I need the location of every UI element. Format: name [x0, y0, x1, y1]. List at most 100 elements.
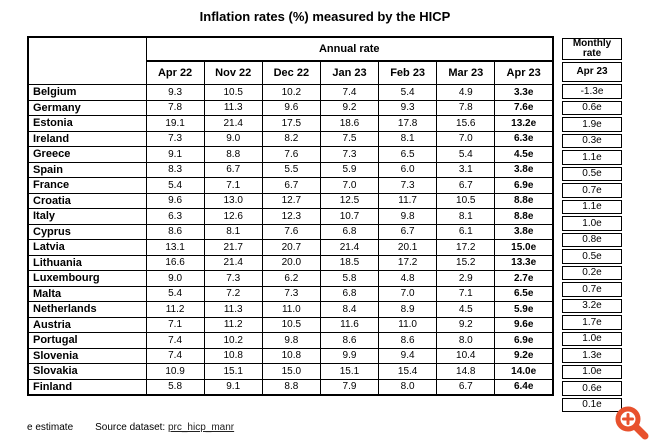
value-cell: 7.1	[203, 177, 263, 194]
country-label: Belgium	[27, 84, 147, 101]
country-label: Portugal	[27, 332, 147, 349]
monthly-table-row: 0.5e	[562, 249, 622, 264]
value-cell: 9.8	[261, 332, 321, 349]
monthly-value-cell: 1.7e	[562, 315, 622, 330]
value-cell: 4.9	[436, 84, 496, 101]
value-cell: 11.2	[203, 316, 263, 333]
value-cell: 8.6	[378, 332, 438, 349]
table-row: Germany 7.8 11.3 9.6 9.2 9.3 7.8 7.6e	[27, 99, 554, 116]
value-cell: 10.9	[145, 363, 205, 380]
value-cell: 13.3e	[494, 254, 554, 271]
value-cell: 11.3	[203, 99, 263, 116]
value-cell: 5.9e	[494, 301, 554, 318]
value-cell: 13.1	[145, 239, 205, 256]
zoom-in-button[interactable]	[614, 405, 649, 440]
value-cell: 7.6	[261, 223, 321, 240]
value-cell: 2.9	[436, 270, 496, 287]
country-label: France	[27, 177, 147, 194]
monthly-value-cell: 3.2e	[562, 298, 622, 313]
value-cell: 11.2	[145, 301, 205, 318]
monthly-value-cell: 1.0e	[562, 216, 622, 231]
table-row: Italy 6.3 12.6 12.3 10.7 9.8 8.1 8.8e	[27, 208, 554, 225]
monthly-value-cell: 1.1e	[562, 199, 622, 214]
value-cell: 11.0	[261, 301, 321, 318]
country-label: Slovenia	[27, 347, 147, 364]
value-cell: 9.8	[378, 208, 438, 225]
value-cell: 17.2	[378, 254, 438, 271]
value-cell: 14.8	[436, 363, 496, 380]
table-row: Malta 5.4 7.2 7.3 6.8 7.0 7.1 6.5e	[27, 285, 554, 302]
monthly-table-row: 1.3e	[562, 348, 622, 363]
value-cell: 7.2	[203, 285, 263, 302]
value-cell: 7.9	[319, 378, 380, 395]
value-cell: 9.2	[436, 316, 496, 333]
monthly-value-cell: 0.1e	[562, 397, 622, 412]
country-label: Austria	[27, 316, 147, 333]
value-cell: 7.0	[436, 130, 496, 147]
country-label: Estonia	[27, 115, 147, 132]
source-label: Source dataset:	[95, 422, 166, 433]
value-cell: 18.6	[319, 115, 380, 132]
table-row: Slovenia 7.4 10.8 10.8 9.9 9.4 10.4 9.2e	[27, 347, 554, 364]
value-cell: 18.5	[319, 254, 380, 271]
value-cell: 6.9e	[494, 332, 554, 349]
country-label: Finland	[27, 378, 147, 395]
corner-cell	[27, 36, 147, 85]
value-cell: 5.9	[319, 161, 380, 178]
value-cell: 7.4	[145, 332, 205, 349]
country-label: Cyprus	[27, 223, 147, 240]
value-cell: 9.6	[261, 99, 321, 116]
source-dataset-link[interactable]: prc_hicp_manr	[167, 422, 235, 433]
value-cell: 5.8	[319, 270, 380, 287]
value-cell: 7.6e	[494, 99, 554, 116]
value-cell: 7.3	[261, 285, 321, 302]
value-cell: 8.1	[203, 223, 263, 240]
value-cell: 6.0	[378, 161, 438, 178]
value-cell: 20.1	[378, 239, 438, 256]
value-cell: 9.0	[203, 130, 263, 147]
value-cell: 10.5	[203, 84, 263, 101]
value-cell: 7.5	[319, 130, 380, 147]
value-cell: 6.7	[436, 177, 496, 194]
country-label: Netherlands	[27, 301, 147, 318]
table-row: Luxembourg 9.0 7.3 6.2 5.8 4.8 2.9 2.7e	[27, 270, 554, 287]
value-cell: 8.3	[145, 161, 205, 178]
value-cell: 6.3e	[494, 130, 554, 147]
value-cell: 13.0	[203, 192, 263, 209]
value-cell: 7.1	[145, 316, 205, 333]
value-cell: 3.8e	[494, 223, 554, 240]
value-cell: 17.5	[261, 115, 321, 132]
value-cell: 6.5e	[494, 285, 554, 302]
value-cell: 3.1	[436, 161, 496, 178]
table-row: Ireland 7.3 9.0 8.2 7.5 8.1 7.0 6.3e	[27, 130, 554, 147]
value-cell: 17.2	[436, 239, 496, 256]
footnote: e estimate Source dataset: prc_hicp_manr	[27, 422, 234, 433]
monthly-rate-header: Monthly rate	[562, 38, 622, 60]
monthly-table-row: 1.1e	[562, 150, 622, 165]
monthly-value-cell: 0.7e	[562, 183, 622, 198]
value-cell: 19.1	[145, 115, 205, 132]
group-header-row: Annual rate	[27, 36, 554, 85]
table-row: Portugal 7.4 10.2 9.8 8.6 8.6 8.0 6.9e	[27, 332, 554, 349]
monthly-table-row: 1.0e	[562, 216, 622, 231]
value-cell: 11.6	[319, 316, 380, 333]
monthly-table-row: -1.3e	[562, 84, 622, 99]
value-cell: 15.1	[319, 363, 380, 380]
table-row: Estonia 19.1 21.4 17.5 18.6 17.8 15.6 13.2e	[27, 115, 554, 132]
value-cell: 7.6	[261, 146, 321, 163]
value-cell: 7.3	[319, 146, 380, 163]
monthly-table-row: 0.6e	[562, 381, 622, 396]
monthly-table-row: 3.2e	[562, 298, 622, 313]
value-cell: 8.6	[319, 332, 380, 349]
country-label: Croatia	[27, 192, 147, 209]
value-cell: 6.3	[145, 208, 205, 225]
value-cell: 21.7	[203, 239, 263, 256]
value-cell: 7.3	[145, 130, 205, 147]
value-cell: 9.6e	[494, 316, 554, 333]
value-cell: 5.4	[378, 84, 438, 101]
column-header-apr-22: Apr 22	[145, 60, 205, 85]
value-cell: 9.2e	[494, 347, 554, 364]
country-label: Malta	[27, 285, 147, 302]
value-cell: 6.7	[261, 177, 321, 194]
